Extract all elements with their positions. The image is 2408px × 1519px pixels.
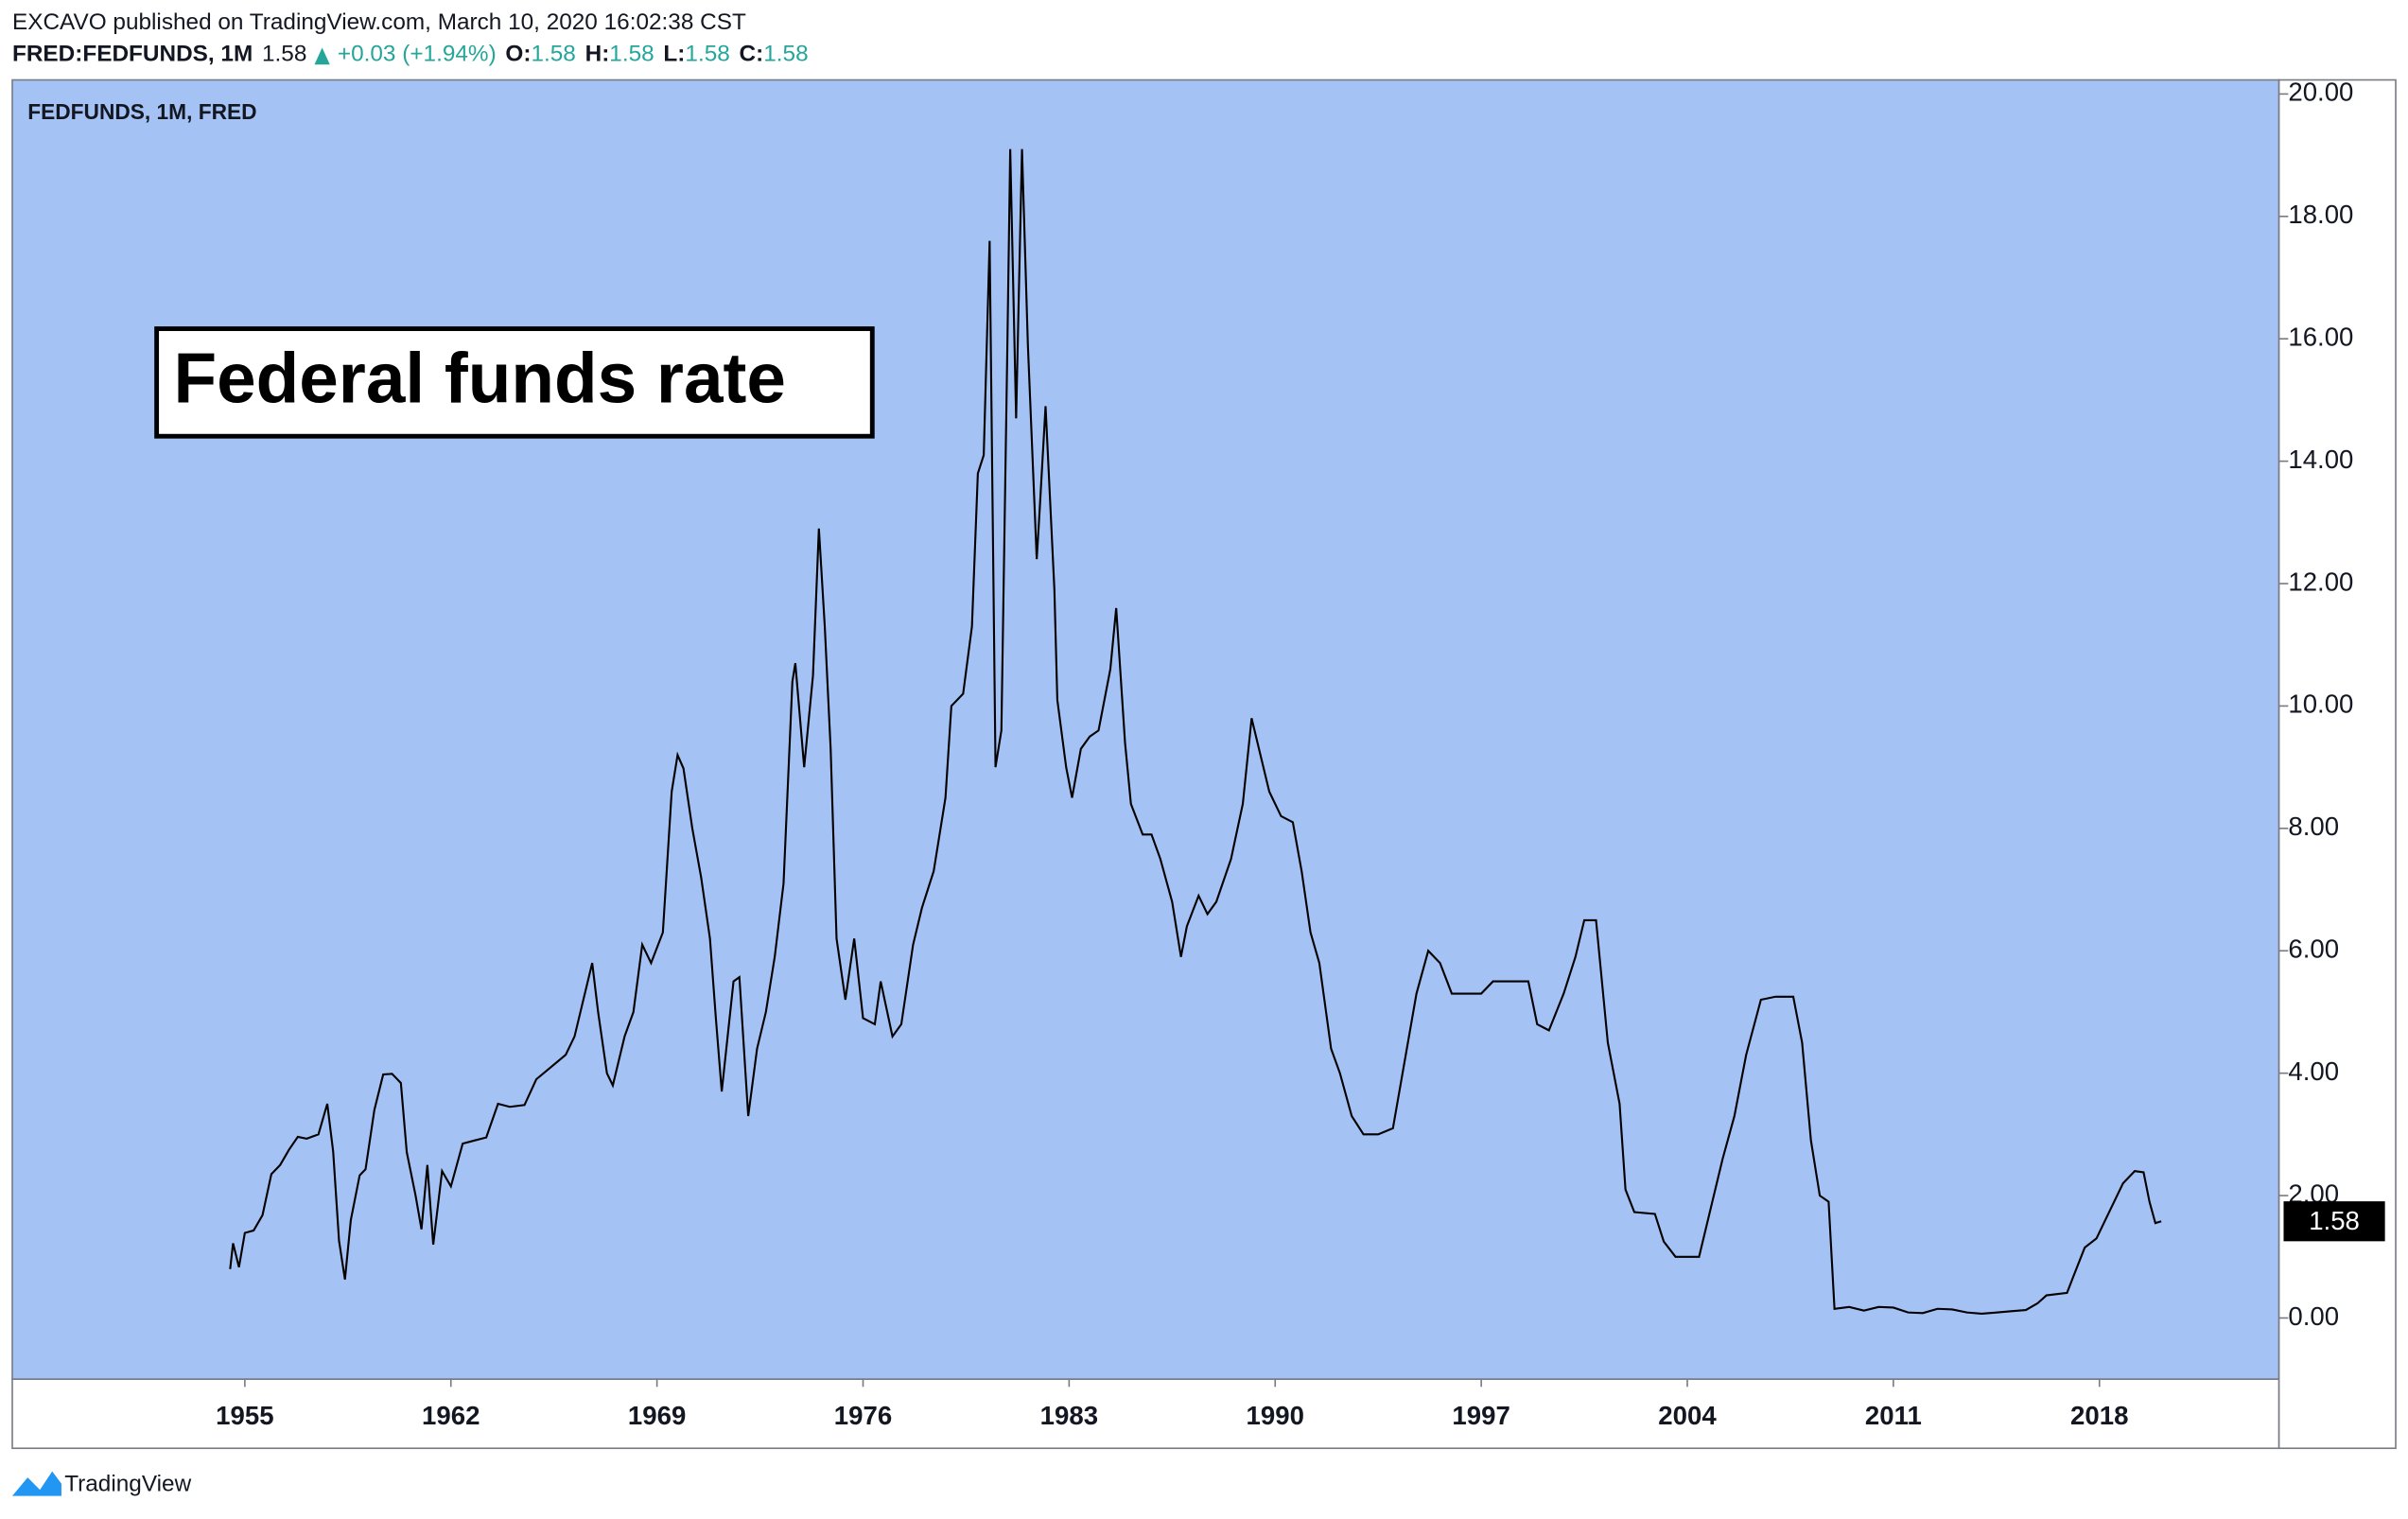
ohlc-value: 1.58: [685, 42, 729, 67]
x-tick-label: 1983: [1040, 1401, 1098, 1430]
logo: [11, 1471, 61, 1496]
x-tick-label: 1962: [422, 1401, 480, 1430]
ohlc-value: 1.58: [763, 42, 808, 67]
published-line: EXCAVO published on TradingView.com, Mar…: [12, 9, 746, 35]
x-tick-label: 2018: [2070, 1401, 2128, 1430]
last-value-badge: [2283, 1201, 2385, 1242]
x-tick-label: 1955: [216, 1401, 273, 1430]
x-tick-label: 2004: [1658, 1401, 1717, 1430]
y-tick-label: 10.00: [2288, 690, 2353, 719]
x-tick-label: 1997: [1452, 1401, 1509, 1430]
y-tick-label: 8.00: [2288, 812, 2339, 841]
legend: FEDFUNDS, 1M, FRED: [27, 99, 256, 124]
brand: TradingView: [64, 1472, 191, 1497]
y-tick-label: 20.00: [2288, 78, 2353, 107]
ohlc-value: 1.58: [609, 42, 654, 67]
x-tick-label: 2011: [1865, 1401, 1922, 1430]
x-tick-label: 1990: [1247, 1401, 1304, 1430]
y-tick-label: 18.00: [2288, 200, 2353, 229]
y-tick-label: 0.00: [2288, 1301, 2339, 1331]
plot-area: [11, 79, 2280, 1380]
symbol-text: FRED:FEDFUNDS, 1M 1.58 +0.03 (+1.94%) O:1.5…: [12, 42, 809, 67]
annotation-box: [154, 326, 875, 439]
symbol: FRED:FEDFUNDS, 1M: [12, 42, 253, 67]
x-axis-area: [11, 1378, 2280, 1450]
ohlc-label: H:: [585, 42, 610, 67]
y-tick-label: 12.00: [2288, 567, 2353, 596]
series-line: [229, 148, 2162, 1315]
y-tick-label: 6.00: [2288, 934, 2339, 964]
y-axis-area: [2277, 79, 2397, 1450]
y-tick-label: 4.00: [2288, 1056, 2339, 1086]
ohlc-label: O:: [505, 42, 531, 67]
ohlc-label: L:: [663, 42, 685, 67]
change: +0.03 (+1.94%): [338, 42, 497, 67]
x-tick-label: 1969: [628, 1401, 686, 1430]
annotation: Federal funds rate: [173, 339, 785, 418]
ohlc-value: 1.58: [531, 42, 575, 67]
symbol-line: FRED:FEDFUNDS, 1M 1.58 +0.03 (+1.94%) O:1.5…: [12, 42, 809, 67]
x-tick-label: 1976: [834, 1401, 892, 1430]
ohlc-label: C:: [740, 42, 764, 67]
logo-icon: [11, 1471, 61, 1496]
y-tick-label: 14.00: [2288, 445, 2353, 474]
last-price: 1.58: [262, 42, 306, 67]
y-tick-label: 16.00: [2288, 322, 2353, 351]
up-arrow-icon: [314, 47, 330, 65]
last-value-label: 1.58: [2309, 1206, 2360, 1235]
